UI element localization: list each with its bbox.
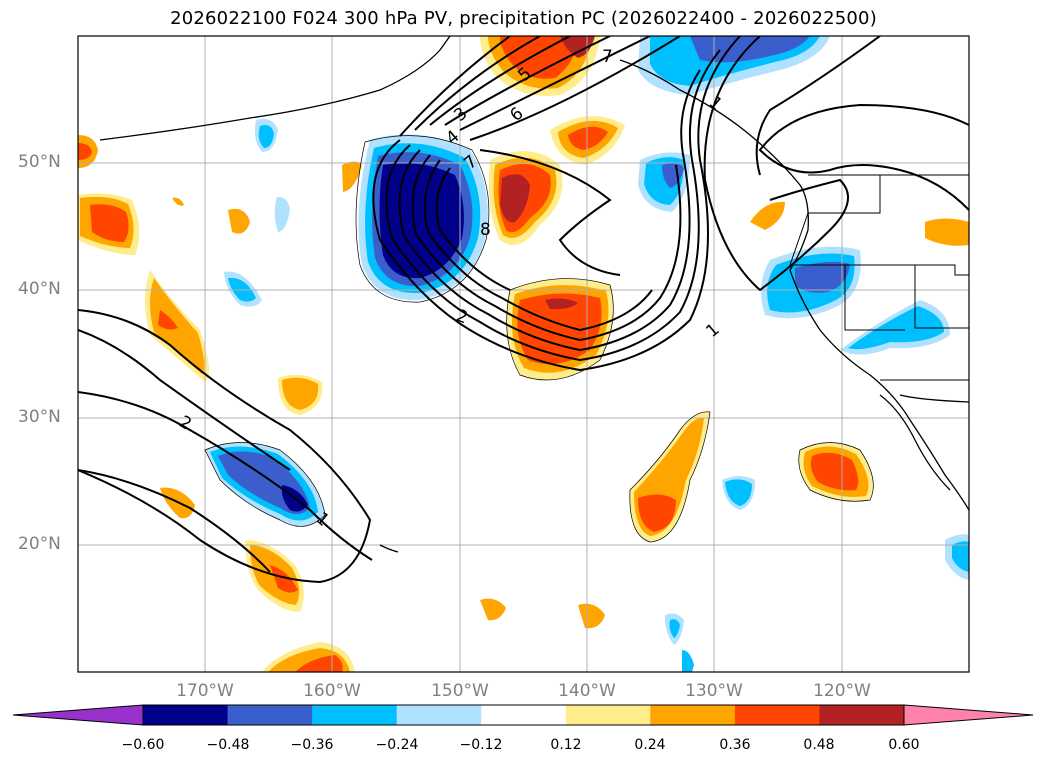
lat-label-20n: 20°N [18,534,61,554]
lat-label-40n: 40°N [18,279,61,299]
lon-label-160w: 160°W [303,681,361,701]
lon-label-170w: 170°W [176,681,234,701]
colorbar-tick: −0.12 [459,737,503,753]
graticule [78,36,969,672]
map-content: 1 2 3 4 5 6 7 8 1 2 1 7 [78,36,969,672]
map-frame [77,35,970,673]
colorbar-tick: 0.36 [719,737,751,753]
colorbar-tick: −0.60 [121,737,165,753]
lon-label-130w: 130°W [685,681,743,701]
map-title: 2026022100 F024 300 hPa PV, precipitatio… [170,8,877,29]
colorbar-tick: −0.24 [375,737,419,753]
precip-outlines [204,135,874,543]
colorbar-tick: 0.48 [803,737,835,753]
colorbar-tick: 0.12 [550,737,582,753]
coastlines [99,36,969,553]
lon-label-150w: 150°W [431,681,489,701]
contour-label: 8 [480,220,491,240]
lon-label-120w: 120°W [813,681,871,701]
colorbar-tick: 0.60 [888,737,920,753]
colorbar-tick: −0.36 [290,737,334,753]
contour-label: 7 [602,47,613,67]
pv-contours [78,36,969,584]
lat-label-50n: 50°N [18,152,61,172]
lon-label-140w: 140°W [558,681,616,701]
borders [789,174,969,381]
lat-label-30n: 30°N [18,407,61,427]
colorbar-tick: −0.48 [206,737,250,753]
colorbar-tick: 0.24 [634,737,666,753]
